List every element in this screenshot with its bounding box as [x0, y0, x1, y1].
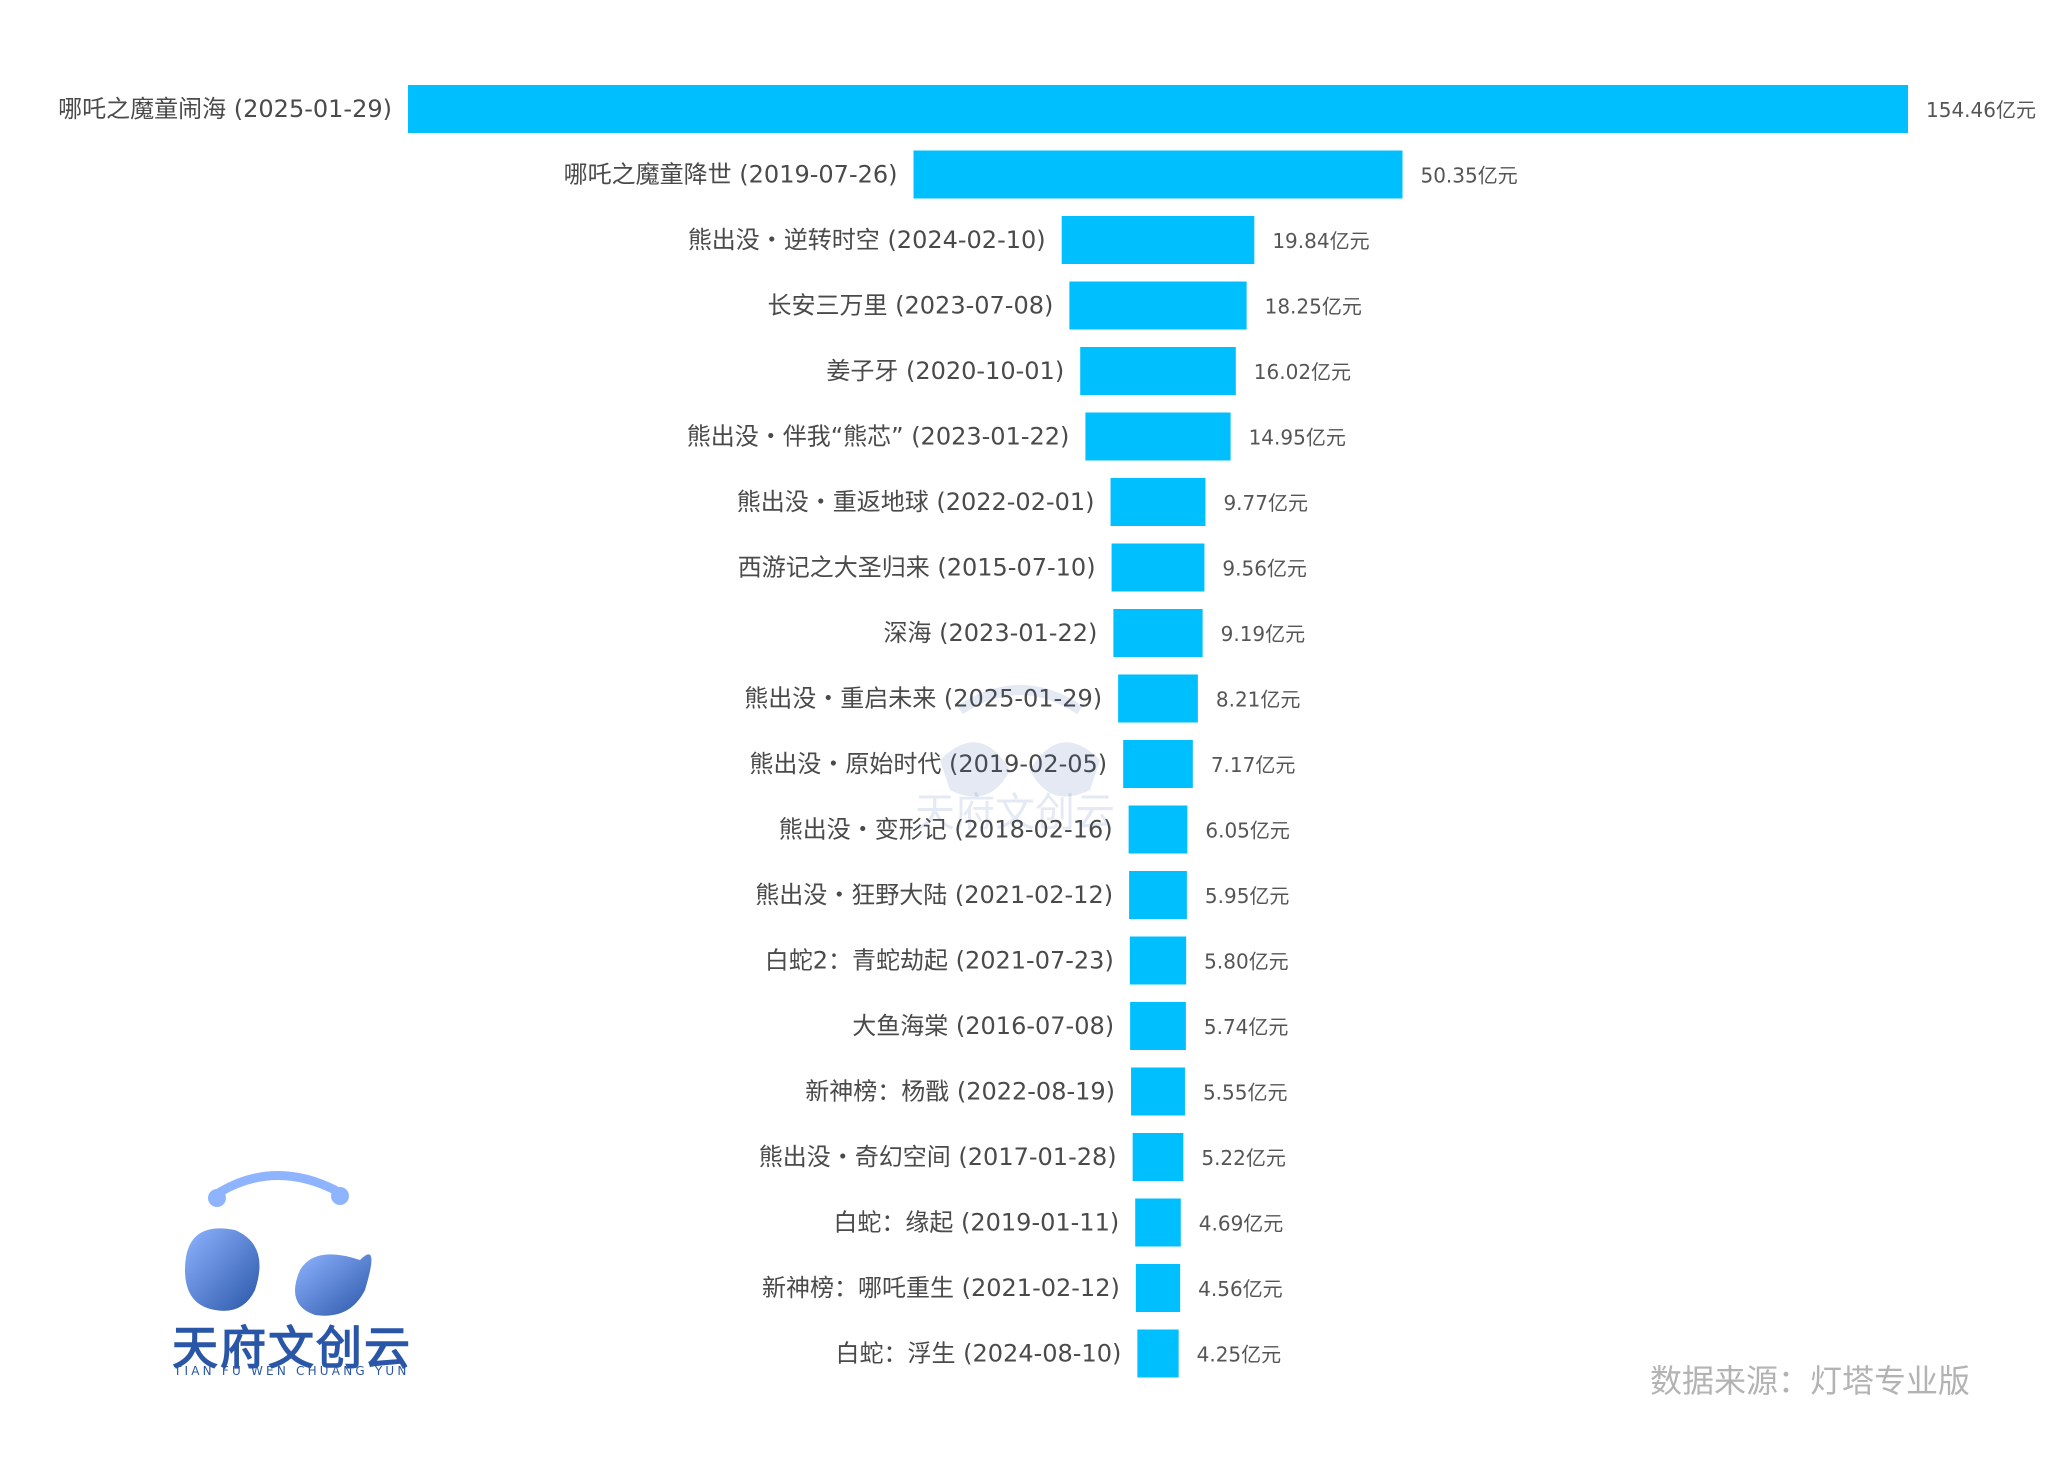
bar — [1061, 216, 1255, 264]
value-label: 5.22亿元 — [1201, 1146, 1286, 1170]
category-label: 姜子牙 (2020-10-01) — [826, 357, 1064, 385]
bar — [1123, 740, 1193, 788]
category-label: 白蛇：浮生 (2024-08-10) — [836, 1340, 1122, 1368]
category-label: 新神榜：哪吒重生 (2021-02-12) — [762, 1274, 1120, 1302]
bar — [1085, 412, 1231, 461]
value-label: 154.46亿元 — [1926, 98, 2036, 122]
bar — [1080, 347, 1236, 395]
category-label: 哪吒之魔童闹海 (2025-01-29) — [58, 95, 392, 123]
value-label: 5.74亿元 — [1204, 1015, 1289, 1039]
value-label: 4.25亿元 — [1197, 1343, 1282, 1367]
watermark-text: 天府文创云 — [915, 790, 1115, 836]
category-label: 长安三万里 (2023-07-08) — [768, 292, 1054, 320]
bar — [1135, 1198, 1181, 1247]
category-label: 新神榜：杨戬 (2022-08-19) — [805, 1078, 1115, 1106]
value-label: 5.95亿元 — [1205, 884, 1290, 908]
value-label: 4.56亿元 — [1198, 1277, 1283, 1301]
bar — [1131, 1067, 1185, 1116]
value-label: 9.19亿元 — [1221, 622, 1306, 646]
value-label: 8.21亿元 — [1216, 688, 1301, 712]
bar — [1113, 609, 1203, 657]
category-label: 熊出没・逆转时空 (2024-02-10) — [688, 226, 1046, 254]
logo-subtitle: TIAN FU WEN CHUANG YUN — [174, 1364, 410, 1378]
bar — [1069, 281, 1247, 330]
watermark-logo-icon — [940, 685, 1100, 797]
category-label: 大鱼海棠 (2016-07-08) — [852, 1012, 1114, 1040]
category-label: 白蛇：缘起 (2019-01-11) — [833, 1209, 1119, 1237]
value-label: 5.80亿元 — [1204, 950, 1289, 974]
bar — [1132, 1133, 1184, 1181]
value-label: 6.05亿元 — [1205, 819, 1290, 843]
category-label: 熊出没・变形记 (2018-02-16) — [779, 816, 1113, 844]
category-label: 深海 (2023-01-22) — [884, 619, 1098, 647]
bar — [1111, 543, 1205, 592]
category-label: 熊出没・原始时代 (2019-02-05) — [749, 750, 1107, 778]
value-label: 50.35亿元 — [1420, 164, 1517, 188]
value-label: 14.95亿元 — [1249, 426, 1346, 450]
value-label: 9.56亿元 — [1222, 557, 1307, 581]
bar — [1128, 805, 1188, 854]
value-label: 18.25亿元 — [1265, 295, 1362, 319]
bar — [1110, 478, 1206, 526]
category-labels: 哪吒之魔童闹海 (2025-01-29) 哪吒之魔童降世 (2019-07-26)… — [58, 95, 1121, 1368]
value-label: 4.69亿元 — [1199, 1212, 1284, 1236]
bar — [1137, 1329, 1179, 1378]
category-label: 熊出没・重启未来 (2025-01-29) — [744, 685, 1102, 713]
value-label: 19.84亿元 — [1272, 229, 1369, 253]
logo-name: 天府文创云 — [172, 1321, 412, 1375]
value-label: 16.02亿元 — [1254, 360, 1351, 384]
bar — [913, 150, 1403, 199]
category-label: 熊出没・重返地球 (2022-02-01) — [737, 488, 1095, 516]
category-label: 熊出没・狂野大陆 (2021-02-12) — [755, 881, 1113, 909]
category-label: 西游记之大圣归来 (2015-07-10) — [738, 554, 1096, 582]
bar — [1129, 936, 1187, 985]
category-label: 哪吒之魔童降世 (2019-07-26) — [564, 161, 898, 189]
tianfu-logo-icon — [185, 1171, 372, 1316]
source-note: 数据来源：灯塔专业版 — [1649, 1362, 1970, 1400]
category-label: 熊出没・伴我“熊芯” (2023-01-22) — [687, 423, 1070, 451]
bar — [1135, 1264, 1181, 1312]
bar — [1129, 871, 1187, 919]
value-label: 7.17亿元 — [1211, 753, 1296, 777]
category-label: 白蛇2：青蛇劫起 (2021-07-23) — [765, 947, 1114, 975]
bar — [408, 85, 1908, 133]
value-label: 9.77亿元 — [1223, 491, 1308, 515]
bar — [1130, 1002, 1186, 1050]
value-labels: 154.46亿元 50.35亿元 19.84亿元 18.25亿元 16.02亿元 14.9… — [1197, 98, 2036, 1367]
value-label: 5.55亿元 — [1203, 1081, 1288, 1105]
category-label: 熊出没・奇幻空间 (2017-01-28) — [759, 1143, 1117, 1171]
bars-layer — [408, 85, 1908, 1378]
bar — [1118, 674, 1198, 723]
